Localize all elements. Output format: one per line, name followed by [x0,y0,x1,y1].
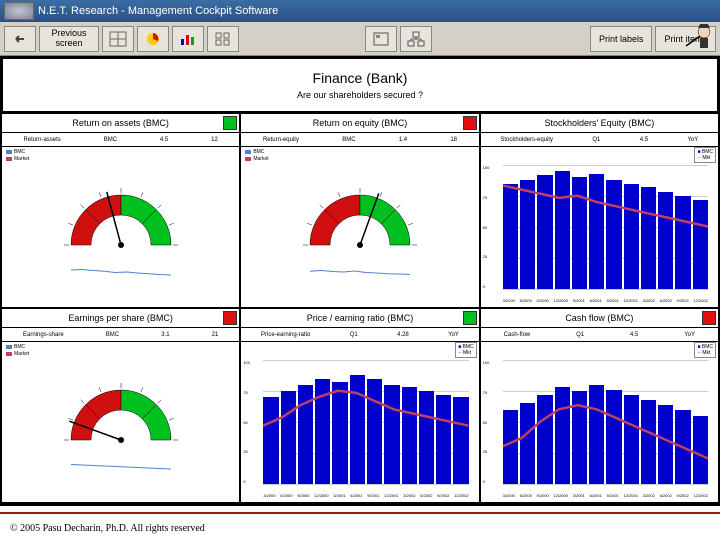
panel-5: Cash flow (BMC) Cash-flowQ14.5YoY 100755… [481,309,718,502]
copyright-footer: © 2005 Pasu Decharin, Ph.D. All rights r… [10,523,205,534]
page-subtitle: Are our shareholders secured ? [297,90,423,100]
panel-grid-icon [109,31,127,47]
toolbar-button-3[interactable] [172,26,204,52]
panel-title: Return on equity (BMC) [241,114,478,132]
panel-sub: Return-equityBMC1.418 [241,132,478,146]
panel-title: Stockholders' Equity (BMC) [481,114,718,132]
window-titlebar: N.E.T. Research - Management Cockpit Sof… [0,0,720,22]
bar-chart-icon [179,31,197,47]
pie-chart-icon [144,31,162,47]
dashboard-header: Finance (Bank) Are our shareholders secu… [2,58,718,112]
previous-screen-button[interactable]: Previous screen [39,26,99,52]
panel-4: Price / earning ratio (BMC) Price-earnin… [241,309,478,502]
footer-rule [0,512,720,514]
panel-sub: Stockholders-equityQ14.5YoY [481,132,718,146]
panel-sub: Return-assetsBMC4.512 [2,132,239,146]
toolbar-button-6[interactable] [400,26,432,52]
toolbar: Previous screen Print labels Print items [0,22,720,56]
toolbar-button-1[interactable] [102,26,134,52]
app-logo-icon [4,2,34,20]
arrow-left-icon [12,33,28,45]
page-title: Finance (Bank) [313,70,408,86]
panel-chart[interactable]: BMCMarket [2,341,239,502]
panel-1: Return on equity (BMC) Return-equityBMC1… [241,114,478,307]
mascot-icon [680,20,716,56]
window-title: N.E.T. Research - Management Cockpit Sof… [38,5,278,17]
panel-title: Return on assets (BMC) [2,114,239,132]
panel-sub: Cash-flowQ14.5YoY [481,327,718,341]
panel-chart[interactable]: 1007550250 3/20006/20009/200012/20003/20… [481,341,718,502]
panel-chart[interactable]: 1007550250 3/20006/20009/200012/20003/20… [481,146,718,307]
print-labels-button[interactable]: Print labels [590,26,653,52]
panel-title: Price / earning ratio (BMC) [241,309,478,327]
org-chart-icon [407,31,425,47]
panel-sub: Price-earning-ratioQ14.28YoY [241,327,478,341]
window-icon [372,31,390,47]
back-arrow-button[interactable] [4,26,36,52]
panel-3: Earnings per share (BMC) Earnings-shareB… [2,309,239,502]
toolbar-button-5[interactable] [365,26,397,52]
panel-title: Cash flow (BMC) [481,309,718,327]
panel-grid: Return on assets (BMC) Return-assetsBMC4… [2,114,718,502]
panel-chart[interactable]: BMCMarket [241,146,478,307]
toolbar-button-4[interactable] [207,26,239,52]
panel-0: Return on assets (BMC) Return-assetsBMC4… [2,114,239,307]
toolbar-button-2[interactable] [137,26,169,52]
grid-icon [214,31,232,47]
panel-title: Earnings per share (BMC) [2,309,239,327]
panel-2: Stockholders' Equity (BMC) Stockholders-… [481,114,718,307]
dashboard-main: Finance (Bank) Are our shareholders secu… [0,56,720,506]
panel-sub: Earnings-shareBMC3.121 [2,327,239,341]
panel-chart[interactable]: 1007550250 3/20006/20009/200012/20003/20… [241,341,478,502]
panel-chart[interactable]: BMCMarket [2,146,239,307]
